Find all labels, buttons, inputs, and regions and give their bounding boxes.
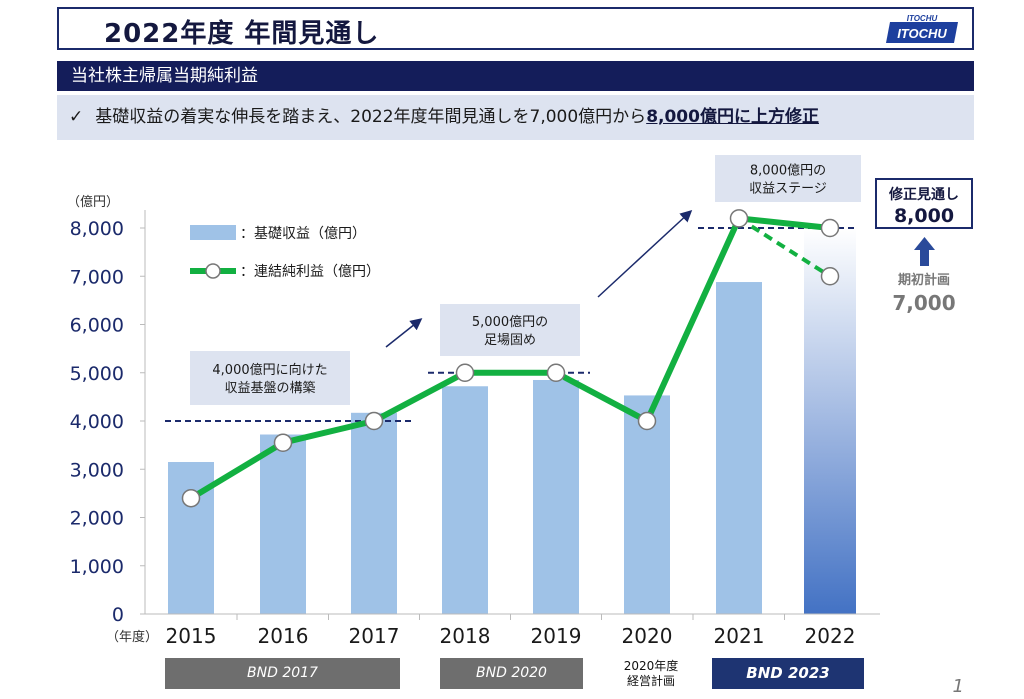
x-tick-label: 2015	[166, 624, 217, 648]
period-plan-line2: 経営計画	[626, 674, 675, 688]
x-tick-label: 2017	[349, 624, 400, 648]
period-plan-line1: 2020年度	[623, 659, 679, 673]
x-tick-label: 2022	[805, 624, 856, 648]
point-2020	[637, 411, 657, 431]
up-arrow-shaft	[920, 250, 929, 266]
bar-2022	[804, 228, 856, 614]
annotation-box	[190, 351, 350, 405]
revised-value: 8,000	[894, 205, 954, 227]
revised-box	[875, 178, 973, 229]
legend-line-label: ：連結純利益（億円）	[240, 264, 380, 280]
logo-text-top: ITOCHU	[907, 14, 938, 23]
summary-text: 基礎収益の着実な伸長を踏まえ、2022年度年間見通しを7,000億円から	[95, 107, 647, 127]
y-tick-label: 4,000	[70, 411, 124, 433]
x-tick-label: 2016	[258, 624, 309, 648]
initial-label: 期初計画	[898, 272, 950, 288]
summary-box: ✓ 基礎収益の着実な伸長を踏まえ、2022年度年間見通しを7,000億円から8,0…	[57, 95, 974, 140]
summary-emphasis: 8,000億円に上方修正	[646, 107, 819, 127]
point-initial-plan	[820, 267, 840, 286]
y-tick-label: 3,000	[70, 459, 124, 481]
annotation-line1: 8,000億円の	[750, 163, 826, 179]
point-2022	[820, 218, 840, 238]
point-2016	[273, 433, 293, 452]
x-tick-label: 2020	[622, 624, 673, 648]
net-profit-line	[189, 215, 831, 501]
period-2020-plan: 2020年度 経営計画	[606, 659, 696, 689]
period-bnd2017: BND 2017	[165, 658, 400, 689]
itochu-logo: ITOCHU ITOCHU	[886, 14, 958, 43]
point-2021	[729, 209, 749, 228]
annotation-box	[715, 155, 861, 202]
period-bnd2023: BND 2023	[712, 658, 864, 689]
check-icon: ✓	[69, 107, 84, 127]
annotation-line2: 収益ステージ	[749, 182, 827, 197]
legend-bar-swatch	[190, 225, 236, 240]
point-2018	[455, 363, 475, 382]
initial-value: 7,000	[892, 291, 955, 315]
annotation-line1: 5,000億円の	[472, 314, 548, 330]
annotation-line2: 足場固め	[484, 333, 536, 348]
up-arrow-icon	[914, 237, 935, 250]
annotation-box	[440, 304, 580, 356]
page-number: 1	[952, 676, 964, 697]
point-2019	[546, 363, 566, 382]
point-2017	[364, 411, 384, 431]
period-bnd2020: BND 2020	[440, 658, 583, 689]
annotation-line2: 収益基盤の構築	[224, 381, 315, 396]
y-tick-label: 7,000	[70, 266, 124, 288]
logo-text: ITOCHU	[897, 26, 947, 41]
legend-bar-label: ：基礎収益（億円）	[240, 225, 366, 242]
y-tick-label: 1,000	[70, 556, 124, 578]
initial-plan-dashed-line	[737, 216, 832, 278]
y-tick-label: 6,000	[70, 315, 124, 337]
title-box: 2022年度 年間見通し ITOCHU ITOCHU	[57, 7, 974, 50]
bar-2021	[716, 282, 762, 614]
x-tick-label: 2019	[531, 624, 582, 648]
annotation-line1: 4,000億円に向けた	[212, 362, 327, 378]
section-title: 当社株主帰属当期純利益	[57, 61, 974, 91]
y-tick-label: 8,000	[70, 218, 124, 240]
x-axis-label: （年度）	[106, 629, 158, 645]
x-tick-label: 2021	[714, 624, 765, 648]
trend-arrow	[385, 318, 423, 348]
point-2015	[181, 488, 201, 508]
bar-2020	[624, 395, 670, 614]
legend-line-marker	[205, 263, 221, 279]
revised-label: 修正見通し	[888, 186, 959, 203]
trend-arrow	[597, 209, 693, 298]
y-tick-label: 5,000	[70, 363, 124, 385]
bar-2015	[168, 462, 214, 614]
y-axis-label: （億円）	[67, 194, 119, 210]
page-title: 2022年度 年間見通し	[104, 19, 380, 49]
y-tick-label: 0	[112, 604, 124, 626]
bar-2017	[351, 412, 397, 614]
bar-2016	[260, 434, 306, 614]
bar-2019	[533, 379, 579, 614]
bar-2018	[442, 386, 488, 614]
x-tick-label: 2018	[440, 624, 491, 648]
y-tick-label: 2,000	[70, 508, 124, 530]
